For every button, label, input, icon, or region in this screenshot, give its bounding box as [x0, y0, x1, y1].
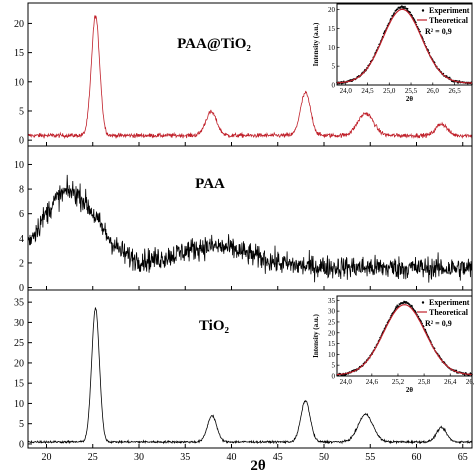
sample-label: PAA	[195, 176, 225, 192]
y-tick-label: 10	[14, 77, 24, 88]
experiment-point	[396, 304, 399, 307]
sample-label: TiO₂	[199, 318, 230, 334]
x-tick-label: 30	[134, 452, 144, 463]
series-line-3	[27, 307, 473, 445]
inset-y-tick-label: 35	[328, 297, 336, 305]
inset-x-axis-label: 2θ	[406, 386, 414, 394]
panel-1: 0 5 10 15 20 PAA@TiO₂ 0 5 10 15 20 24,0 24,5 25,0 25,5…	[14, 2, 473, 147]
series-line-1	[27, 15, 473, 140]
experiment-point	[411, 304, 413, 307]
experiment-point	[448, 76, 451, 79]
inset-x-tick-label: 24,0	[340, 87, 353, 95]
x-tick-label: 20	[42, 452, 52, 463]
legend-theoretical-label: Theoretical	[429, 16, 469, 25]
x-tick-label: 65	[458, 452, 468, 463]
inset-x-tick-label: 26,5	[448, 87, 461, 95]
theoretical-curve	[337, 8, 472, 84]
inset-frame	[336, 3, 473, 86]
inset-y-tick-label: 30	[328, 308, 336, 316]
inset-y-tick-label: 0	[332, 373, 336, 381]
experiment-point	[411, 306, 414, 308]
experiment-point	[408, 303, 411, 306]
inset-x-tick-label: 26,0	[427, 87, 440, 95]
inset-x-tick-label: 25,5	[405, 87, 418, 95]
inset-y-axis-label: Intensity (a.u.)	[312, 22, 320, 66]
y-tick-label: 0	[19, 283, 24, 294]
experiment-point	[400, 7, 402, 9]
inset-1: 0 5 10 15 20 24,0 24,5 25,0 25,5 26,0 26,5 2θ Intens…	[312, 3, 473, 103]
experiment-point	[397, 8, 399, 10]
inset-x-axis-label: 2θ	[406, 95, 414, 103]
experiment-point	[411, 15, 414, 17]
y-tick-label: 20	[14, 358, 24, 369]
inset-y-tick-label: 0	[332, 82, 336, 90]
y-tick-label: 8	[19, 185, 24, 196]
inset-x-tick-label: 26,4	[444, 378, 457, 386]
experiment-point	[463, 374, 466, 376]
inset-3: 0 5 10 15 20 25 30 35 24,0 24,6 25,2 25,8 26,4 26,9 2θ…	[312, 295, 474, 394]
x-tick-label: 55	[365, 452, 375, 463]
y-tick-label: 5	[19, 419, 24, 430]
y-tick-label: 30	[14, 318, 24, 329]
inset-y-tick-label: 20	[328, 6, 336, 14]
inset-x-tick-label: 24,6	[366, 378, 379, 386]
y-tick-label: 10	[14, 160, 24, 171]
inset-x-tick-label: 25,0	[383, 87, 396, 95]
experiment-point	[406, 7, 409, 10]
experiment-point	[409, 11, 412, 14]
inset-y-tick-label: 15	[328, 25, 336, 33]
theoretical-curve	[337, 304, 472, 376]
inset-y-tick-label: 15	[328, 340, 336, 348]
legend-experiment-label: Experiment	[429, 298, 470, 307]
x-tick-label: 45	[273, 452, 283, 463]
y-tick-label: 6	[19, 209, 24, 220]
x-tick-label: 35	[180, 452, 190, 463]
series-line-2	[27, 174, 473, 283]
legend-theoretical-label: Theoretical	[429, 308, 469, 317]
sample-label: PAA@TiO₂	[177, 36, 251, 52]
y-tick-label: 5	[19, 106, 24, 117]
inset-y-tick-label: 5	[332, 362, 336, 370]
inset-y-tick-label: 10	[328, 351, 336, 359]
legend-experiment-marker	[421, 9, 425, 12]
inset-x-tick-label: 24,0	[340, 378, 353, 386]
inset-x-tick-label: 26,9	[466, 378, 474, 386]
x-axis-label: 2θ	[250, 458, 266, 474]
x-tick-label: 25	[88, 452, 98, 463]
inset-x-tick-label: 25,8	[418, 378, 431, 386]
x-tick-label: 40	[227, 452, 237, 463]
inset-y-tick-label: 10	[328, 44, 336, 52]
inset-y-axis-label: Intensity (a.u.)	[312, 313, 320, 357]
inset-frame	[336, 295, 473, 377]
experiment-point	[455, 369, 458, 372]
x-tick-label: 50	[319, 452, 329, 463]
inset-y-tick-label: 20	[328, 329, 336, 337]
panel-3: 0 5 10 15 20 25 30 35 TiO₂ 0 5 10 15 20 25 30 35 24,0 24,6…	[14, 289, 474, 450]
legend-experiment-label: Experiment	[429, 6, 470, 15]
experiment-point	[404, 5, 406, 8]
inset-x-tick-label: 25,2	[392, 378, 405, 386]
y-tick-label: 25	[14, 338, 24, 349]
inset-y-tick-label: 5	[332, 63, 336, 71]
y-tick-label: 2	[19, 258, 24, 269]
y-tick-label: 15	[14, 48, 24, 59]
y-tick-label: 4	[19, 234, 24, 245]
inset-x-tick-label: 24,5	[361, 87, 374, 95]
y-tick-label: 15	[14, 379, 24, 390]
legend-r-squared: R² = 0,9	[425, 27, 452, 36]
y-tick-label: 20	[14, 19, 24, 30]
legend-experiment-marker	[421, 301, 425, 304]
experiment-point	[424, 328, 427, 331]
x-tick-label: 60	[412, 452, 422, 463]
panel-2: 0 2 4 6 8 10 PAA	[14, 145, 473, 294]
experiment-point	[392, 13, 395, 15]
experiment-point	[402, 6, 405, 8]
y-tick-label: 0	[19, 136, 24, 147]
y-tick-label: 10	[14, 399, 24, 410]
y-tick-label: 35	[14, 298, 24, 309]
inset-y-tick-label: 25	[328, 318, 336, 326]
legend-r-squared: R² = 0,9	[425, 319, 452, 328]
y-tick-label: 0	[19, 439, 24, 450]
